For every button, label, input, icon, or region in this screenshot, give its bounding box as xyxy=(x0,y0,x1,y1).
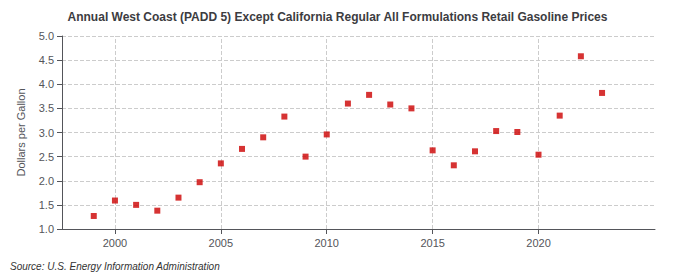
svg-text:5.0: 5.0 xyxy=(39,30,54,42)
svg-text:3.5: 3.5 xyxy=(39,102,54,114)
svg-text:2010: 2010 xyxy=(314,237,338,249)
svg-text:1.0: 1.0 xyxy=(39,223,54,235)
svg-text:3.0: 3.0 xyxy=(39,127,54,139)
svg-text:Annual West Coast (PADD 5) Exc: Annual West Coast (PADD 5) Except Califo… xyxy=(68,10,608,24)
svg-text:4.0: 4.0 xyxy=(39,78,54,90)
svg-text:2005: 2005 xyxy=(209,237,233,249)
svg-text:2020: 2020 xyxy=(526,237,550,249)
svg-text:2015: 2015 xyxy=(420,237,444,249)
svg-text:Dollars per Gallon: Dollars per Gallon xyxy=(15,88,27,176)
svg-text:4.5: 4.5 xyxy=(39,54,54,66)
svg-text:2.0: 2.0 xyxy=(39,175,54,187)
svg-text:2000: 2000 xyxy=(103,237,127,249)
svg-text:2.5: 2.5 xyxy=(39,151,54,163)
svg-text:Source: U.S. Energy Informatio: Source: U.S. Energy Information Administ… xyxy=(10,261,220,272)
svg-text:1.5: 1.5 xyxy=(39,199,54,211)
